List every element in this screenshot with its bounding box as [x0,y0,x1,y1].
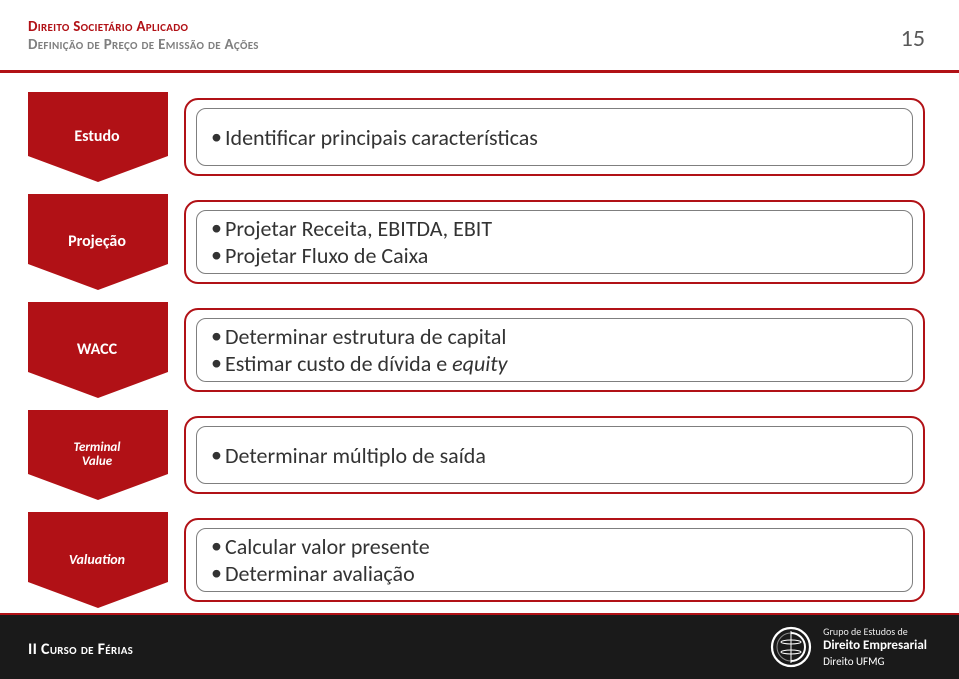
bullet-item: • Projetar Receita, EBITDA, EBIT [211,215,898,242]
process-row: TerminalValue • Determinar múltiplo de s… [28,410,925,500]
footer-logo-block: Grupo de Estudos de Direito Empresarial … [769,625,927,669]
bullet-text: Determinar avaliação [225,560,415,587]
bullet-item: • Determinar avaliação [211,560,898,587]
chevron: Valuation [28,512,168,608]
chevron: Estudo [28,92,168,182]
bullet-marker: • [211,442,225,468]
header-topic: Direito Societário Aplicado [28,18,259,36]
footer: II Curso de Férias Grupo de Estudos de D… [0,615,959,679]
bullet-text: Identificar principais características [225,124,538,151]
bullet-marker: • [211,323,225,349]
footer-course: II Curso de Férias [28,640,133,659]
card: • Projetar Receita, EBITDA, EBIT • Proje… [184,200,925,284]
chevron: WACC [28,302,168,398]
bullet-text: Projetar Receita, EBITDA, EBIT [225,215,492,242]
bullet-text: Estimar custo de dívida e equity [225,350,508,377]
bullet-item: • Calcular valor presente [211,533,898,560]
bullet-text: Calcular valor presente [225,533,430,560]
bullet-item: • Determinar estrutura de capital [211,323,898,350]
bullet-marker: • [211,242,225,268]
bullet-item: • Determinar múltiplo de saída [211,442,898,469]
logo-text: Grupo de Estudos de Direito Empresarial … [823,626,927,669]
process-row: Estudo • Identificar principais caracter… [28,92,925,182]
bullet-item: • Estimar custo de dívida e equity [211,350,898,377]
content-rows: Estudo • Identificar principais caracter… [28,92,925,620]
card-inner: • Determinar estrutura de capital • Esti… [196,318,913,382]
bullet-text: Projetar Fluxo de Caixa [225,242,428,269]
page-number: 15 [901,24,925,53]
bullet-text: Determinar estrutura de capital [225,323,506,350]
bullet-marker: • [211,533,225,559]
bullet-item: • Identificar principais características [211,124,898,151]
bullet-marker: • [211,560,225,586]
bullet-marker: • [211,350,225,376]
chevron-label: Projeção [60,234,136,251]
logo-line-3: Direito UFMG [823,655,927,669]
bullet-marker: • [211,124,225,150]
logo-icon [769,625,813,669]
chevron-label: WACC [69,342,127,359]
card: • Determinar múltiplo de saída [184,416,925,494]
chevron-label: Valuation [61,553,135,568]
process-row: Valuation • Calcular valor presente • De… [28,512,925,608]
chevron: Projeção [28,194,168,290]
card: • Calcular valor presente • Determinar a… [184,518,925,602]
slide: Direito Societário Aplicado Definição de… [0,0,959,679]
process-row: WACC • Determinar estrutura de capital •… [28,302,925,398]
chevron-label: Estudo [66,129,129,146]
card-inner: • Determinar múltiplo de saída [196,426,913,484]
card: • Determinar estrutura de capital • Esti… [184,308,925,392]
header-underline [0,70,959,73]
card: • Identificar principais características [184,98,925,176]
slide-header: Direito Societário Aplicado Definição de… [28,18,259,54]
header-subtitle: Definição de Preço de Emissão de Ações [28,36,259,54]
process-row: Projeção • Projetar Receita, EBITDA, EBI… [28,194,925,290]
card-inner: • Identificar principais características [196,108,913,166]
card-inner: • Projetar Receita, EBITDA, EBIT • Proje… [196,210,913,274]
logo-line-1: Grupo de Estudos de [823,626,927,639]
logo-line-2: Direito Empresarial [823,638,927,654]
bullet-item: • Projetar Fluxo de Caixa [211,242,898,269]
bullet-text: Determinar múltiplo de saída [225,442,486,469]
chevron: TerminalValue [28,410,168,500]
chevron-label: TerminalValue [66,441,131,468]
card-inner: • Calcular valor presente • Determinar a… [196,528,913,592]
bullet-marker: • [211,215,225,241]
